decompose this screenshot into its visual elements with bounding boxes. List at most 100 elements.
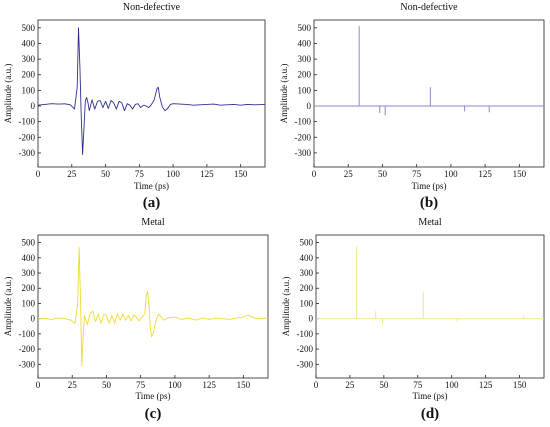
plot-frame [313,19,545,168]
plot-frame [315,234,545,379]
y-tick-label: 200 [22,283,36,293]
series-group [37,246,269,367]
y-tick-label: -200 [295,132,312,142]
y-tick-label: 500 [22,238,36,248]
x-tick-label: 125 [479,380,493,390]
x-tick-label: 150 [237,380,251,390]
x-tick-label: 75 [136,380,146,390]
x-tick-label: 100 [445,380,459,390]
y-axis-label: Amplitude (a.u.) [3,64,13,124]
x-tick-label: 50 [379,380,389,390]
panel-label: (b) [420,195,438,211]
x-tick-label: 75 [412,169,422,179]
x-tick-label: 100 [444,169,458,179]
plot-frame [37,234,269,379]
x-tick-label: 25 [344,169,354,179]
y-tick-label: 400 [22,38,36,48]
x-tick-label: 150 [234,169,248,179]
chart-panel-c: Metal -300 -200 -100 0 100 200 300 400 500 0 25 50… [3,217,269,422]
x-tick-label: 50 [102,380,112,390]
y-tick-label: -100 [295,117,312,127]
panel-label: (c) [145,406,162,422]
x-tick-label: 150 [513,380,527,390]
chart-title: Metal [418,217,442,228]
x-tick-label: 50 [378,169,388,179]
y-tick-label: 200 [300,283,314,293]
y-tick-label: 500 [298,23,312,33]
x-axis-label: Time (ps) [136,391,171,401]
y-tick-label: 100 [298,85,312,95]
x-tick-label: 125 [478,169,492,179]
y-tick-label: 100 [22,298,36,308]
series-group [316,246,544,325]
x-tick-label: 150 [513,169,527,179]
plot-frame [37,19,266,168]
y-axis: -300 -200 -100 0 100 200 300 400 500 [19,23,41,158]
y-tick-label: 0 [31,314,36,324]
x-tick-label: 125 [202,380,216,390]
y-tick-label: 400 [22,253,36,263]
y-axis-label: Amplitude (a.u.) [279,64,289,124]
y-tick-label: -300 [19,148,36,158]
y-axis-label: Amplitude (a.u.) [281,277,291,337]
y-tick-label: -300 [19,359,36,369]
y-tick-label: 500 [22,23,36,33]
y-tick-label: 100 [300,298,314,308]
y-tick-label: 0 [309,314,314,324]
panel-label: (d) [421,406,439,422]
chart-title: Non-defective [123,2,181,13]
x-axis: 0 25 50 75 100 125 150 [36,375,251,390]
y-tick-label: -100 [19,329,36,339]
y-axis-label: Amplitude (a.u.) [3,277,13,337]
x-axis-label: Time (ps) [413,391,448,401]
y-tick-label: -200 [297,344,314,354]
y-tick-label: 0 [31,101,36,111]
series-line [37,246,269,367]
series-group [314,26,544,116]
x-axis-label: Time (ps) [412,181,447,191]
y-tick-label: -300 [297,359,314,369]
x-tick-label: 0 [312,169,317,179]
x-tick-label: 75 [135,169,145,179]
y-tick-label: 400 [300,253,314,263]
x-tick-label: 25 [345,380,355,390]
y-tick-label: 200 [298,70,312,80]
chart-panel-d: Metal -300 -200 -100 0 100 200 300 400 500 0 25 50… [281,217,545,422]
y-axis: -300 -200 -100 0 100 200 300 400 500 [295,23,317,158]
y-axis: -300 -200 -100 0 100 200 300 400 500 [19,238,41,369]
panel-label: (a) [143,195,161,211]
x-tick-label: 0 [36,169,41,179]
chart-title: Non-defective [400,2,458,13]
y-tick-label: -300 [295,148,312,158]
y-axis: -300 -200 -100 0 100 200 300 400 500 [297,238,319,369]
x-tick-label: 50 [101,169,111,179]
y-tick-label: -100 [19,117,36,127]
y-tick-label: 500 [300,238,314,248]
x-tick-label: 0 [314,380,319,390]
x-tick-label: 125 [200,169,214,179]
chart-panel-a: Non-defective -300 -200 -100 0 100 200 300 400 5… [3,2,266,211]
y-tick-label: -200 [19,132,36,142]
x-tick-label: 75 [413,380,423,390]
chart-panel-b: Non-defective -300 -200 -100 0 100 200 300 400 5… [279,2,545,211]
x-axis: 0 25 50 75 100 125 150 [312,164,527,179]
x-tick-label: 25 [67,169,77,179]
y-tick-label: 200 [22,70,36,80]
x-tick-label: 25 [68,380,78,390]
y-tick-label: 400 [298,38,312,48]
y-tick-label: -100 [297,329,314,339]
y-tick-label: 300 [22,268,36,278]
x-axis-label: Time (ps) [134,181,169,191]
chart-title: Metal [141,217,165,228]
series-line [37,27,266,155]
x-axis: 0 25 50 75 100 125 150 [36,164,248,179]
y-tick-label: 100 [22,85,36,95]
y-tick-label: 300 [298,54,312,64]
x-tick-label: 100 [166,169,180,179]
y-tick-label: 0 [307,101,312,111]
y-tick-label: -200 [19,344,36,354]
x-axis: 0 25 50 75 100 125 150 [314,375,527,390]
x-tick-label: 0 [36,380,41,390]
y-tick-label: 300 [22,54,36,64]
